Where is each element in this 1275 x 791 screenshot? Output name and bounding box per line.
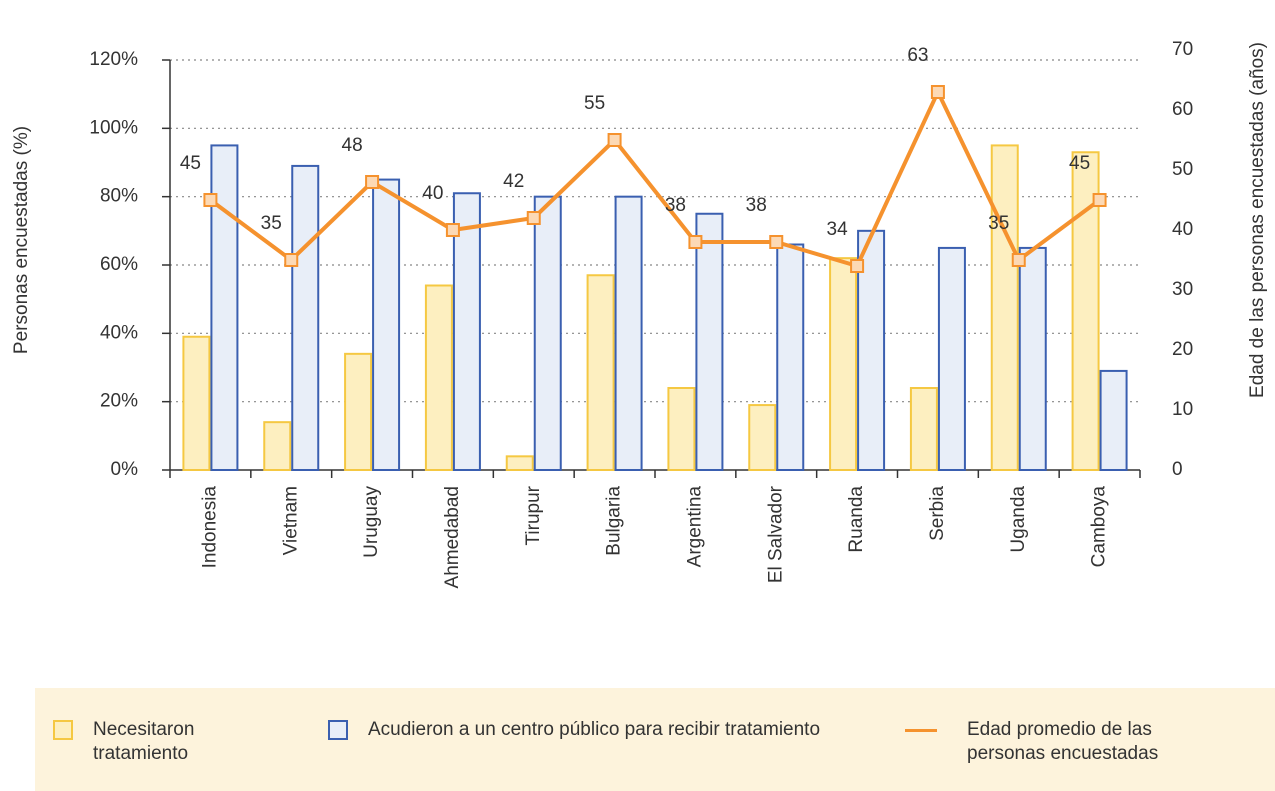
y-tick-label: 40% [100, 322, 138, 343]
data-label: 45 [180, 153, 201, 174]
data-label: 55 [584, 93, 605, 114]
line-marker [769, 235, 784, 249]
bar [937, 246, 966, 471]
x-tick-label: El Salvador [765, 485, 786, 583]
line-marker [526, 211, 541, 225]
x-tick-label: Uganda [1008, 486, 1029, 553]
y2-tick-label: 0 [1172, 459, 1183, 480]
data-label: 35 [988, 213, 1009, 234]
line-marker [850, 259, 865, 273]
x-tick-label: Camboya [1089, 486, 1110, 568]
data-label: 40 [422, 183, 443, 204]
line [209, 90, 1101, 268]
bar [182, 335, 211, 471]
x-tick-label: Indonesia [199, 486, 220, 569]
data-label: 48 [342, 135, 363, 156]
legend-label: Necesitaron tratamiento [93, 719, 195, 764]
line-marker [365, 175, 380, 189]
legend-item: Edad promedio de las personas encuestada… [905, 718, 1227, 766]
y-tick-label: 80% [100, 186, 138, 207]
bar [452, 192, 481, 471]
line-marker [688, 235, 703, 249]
bar [909, 387, 938, 471]
bar [1018, 246, 1047, 471]
bar [857, 229, 886, 471]
legend-label: Edad promedio de las personas encuestada… [967, 719, 1159, 764]
line-marker [203, 193, 218, 207]
data-label: 45 [1069, 153, 1090, 174]
y-axis-title: Personas encuestadas (%) [11, 126, 32, 354]
x-tick-label: Ruanda [846, 486, 867, 553]
y2-tick-label: 40 [1172, 219, 1193, 240]
y2-tick-label: 60 [1172, 99, 1193, 120]
bar [990, 144, 1019, 472]
legend-swatch [328, 720, 348, 740]
bar [776, 243, 805, 471]
legend-swatch [905, 729, 937, 732]
line-marker [445, 223, 460, 237]
x-tick-label: Vietnam [280, 486, 301, 555]
data-label: 38 [746, 195, 767, 216]
line-marker [1092, 193, 1107, 207]
data-label: 42 [503, 171, 524, 192]
bar [505, 455, 534, 472]
y2-tick-label: 30 [1172, 279, 1193, 300]
bar [829, 257, 858, 471]
bar [344, 352, 373, 472]
bar [263, 421, 292, 471]
legend-item: Acudieron a un centro público para recib… [328, 718, 868, 742]
y-tick-label: 60% [100, 254, 138, 275]
legend-swatch [53, 720, 73, 740]
legend-label: Acudieron a un centro público para recib… [368, 719, 821, 740]
x-tick-label: Ahmedabad [442, 486, 463, 588]
data-label: 35 [261, 213, 282, 234]
bar [667, 387, 696, 471]
x-tick-label: Uruguay [361, 486, 382, 558]
y2-tick-label: 10 [1172, 399, 1193, 420]
x-tick-label: Serbia [927, 486, 948, 541]
bar [291, 164, 320, 472]
data-label: 34 [827, 219, 849, 240]
y2-tick-label: 20 [1172, 339, 1193, 360]
y2-axis-title: Edad de las personas encuestadas (años) [1247, 42, 1268, 398]
bar [372, 178, 401, 471]
data-label: 38 [665, 195, 686, 216]
x-tick-label: Tirupur [523, 485, 544, 545]
bar [748, 404, 777, 472]
legend: Necesitaron tratamiento Acudieron a un ce… [35, 688, 1275, 791]
bar [533, 195, 562, 472]
line-marker [930, 85, 945, 99]
line-marker [1011, 253, 1026, 267]
legend-item: Necesitaron tratamiento [53, 718, 243, 766]
bar [614, 195, 643, 472]
y2-tick-label: 50 [1172, 159, 1193, 180]
y-tick-label: 100% [89, 117, 138, 138]
bar [424, 284, 453, 471]
line-marker [607, 133, 622, 147]
y2-tick-label: 70 [1172, 39, 1193, 60]
y-tick-label: 0% [111, 459, 139, 480]
x-tick-label: Bulgaria [604, 486, 625, 556]
bar [586, 274, 615, 471]
bar [695, 212, 724, 471]
x-tick-label: Argentina [684, 486, 705, 568]
y-tick-label: 120% [89, 49, 138, 70]
y-tick-label: 20% [100, 391, 138, 412]
data-label: 63 [907, 45, 928, 66]
bar [1099, 369, 1128, 471]
line-marker [284, 253, 299, 267]
